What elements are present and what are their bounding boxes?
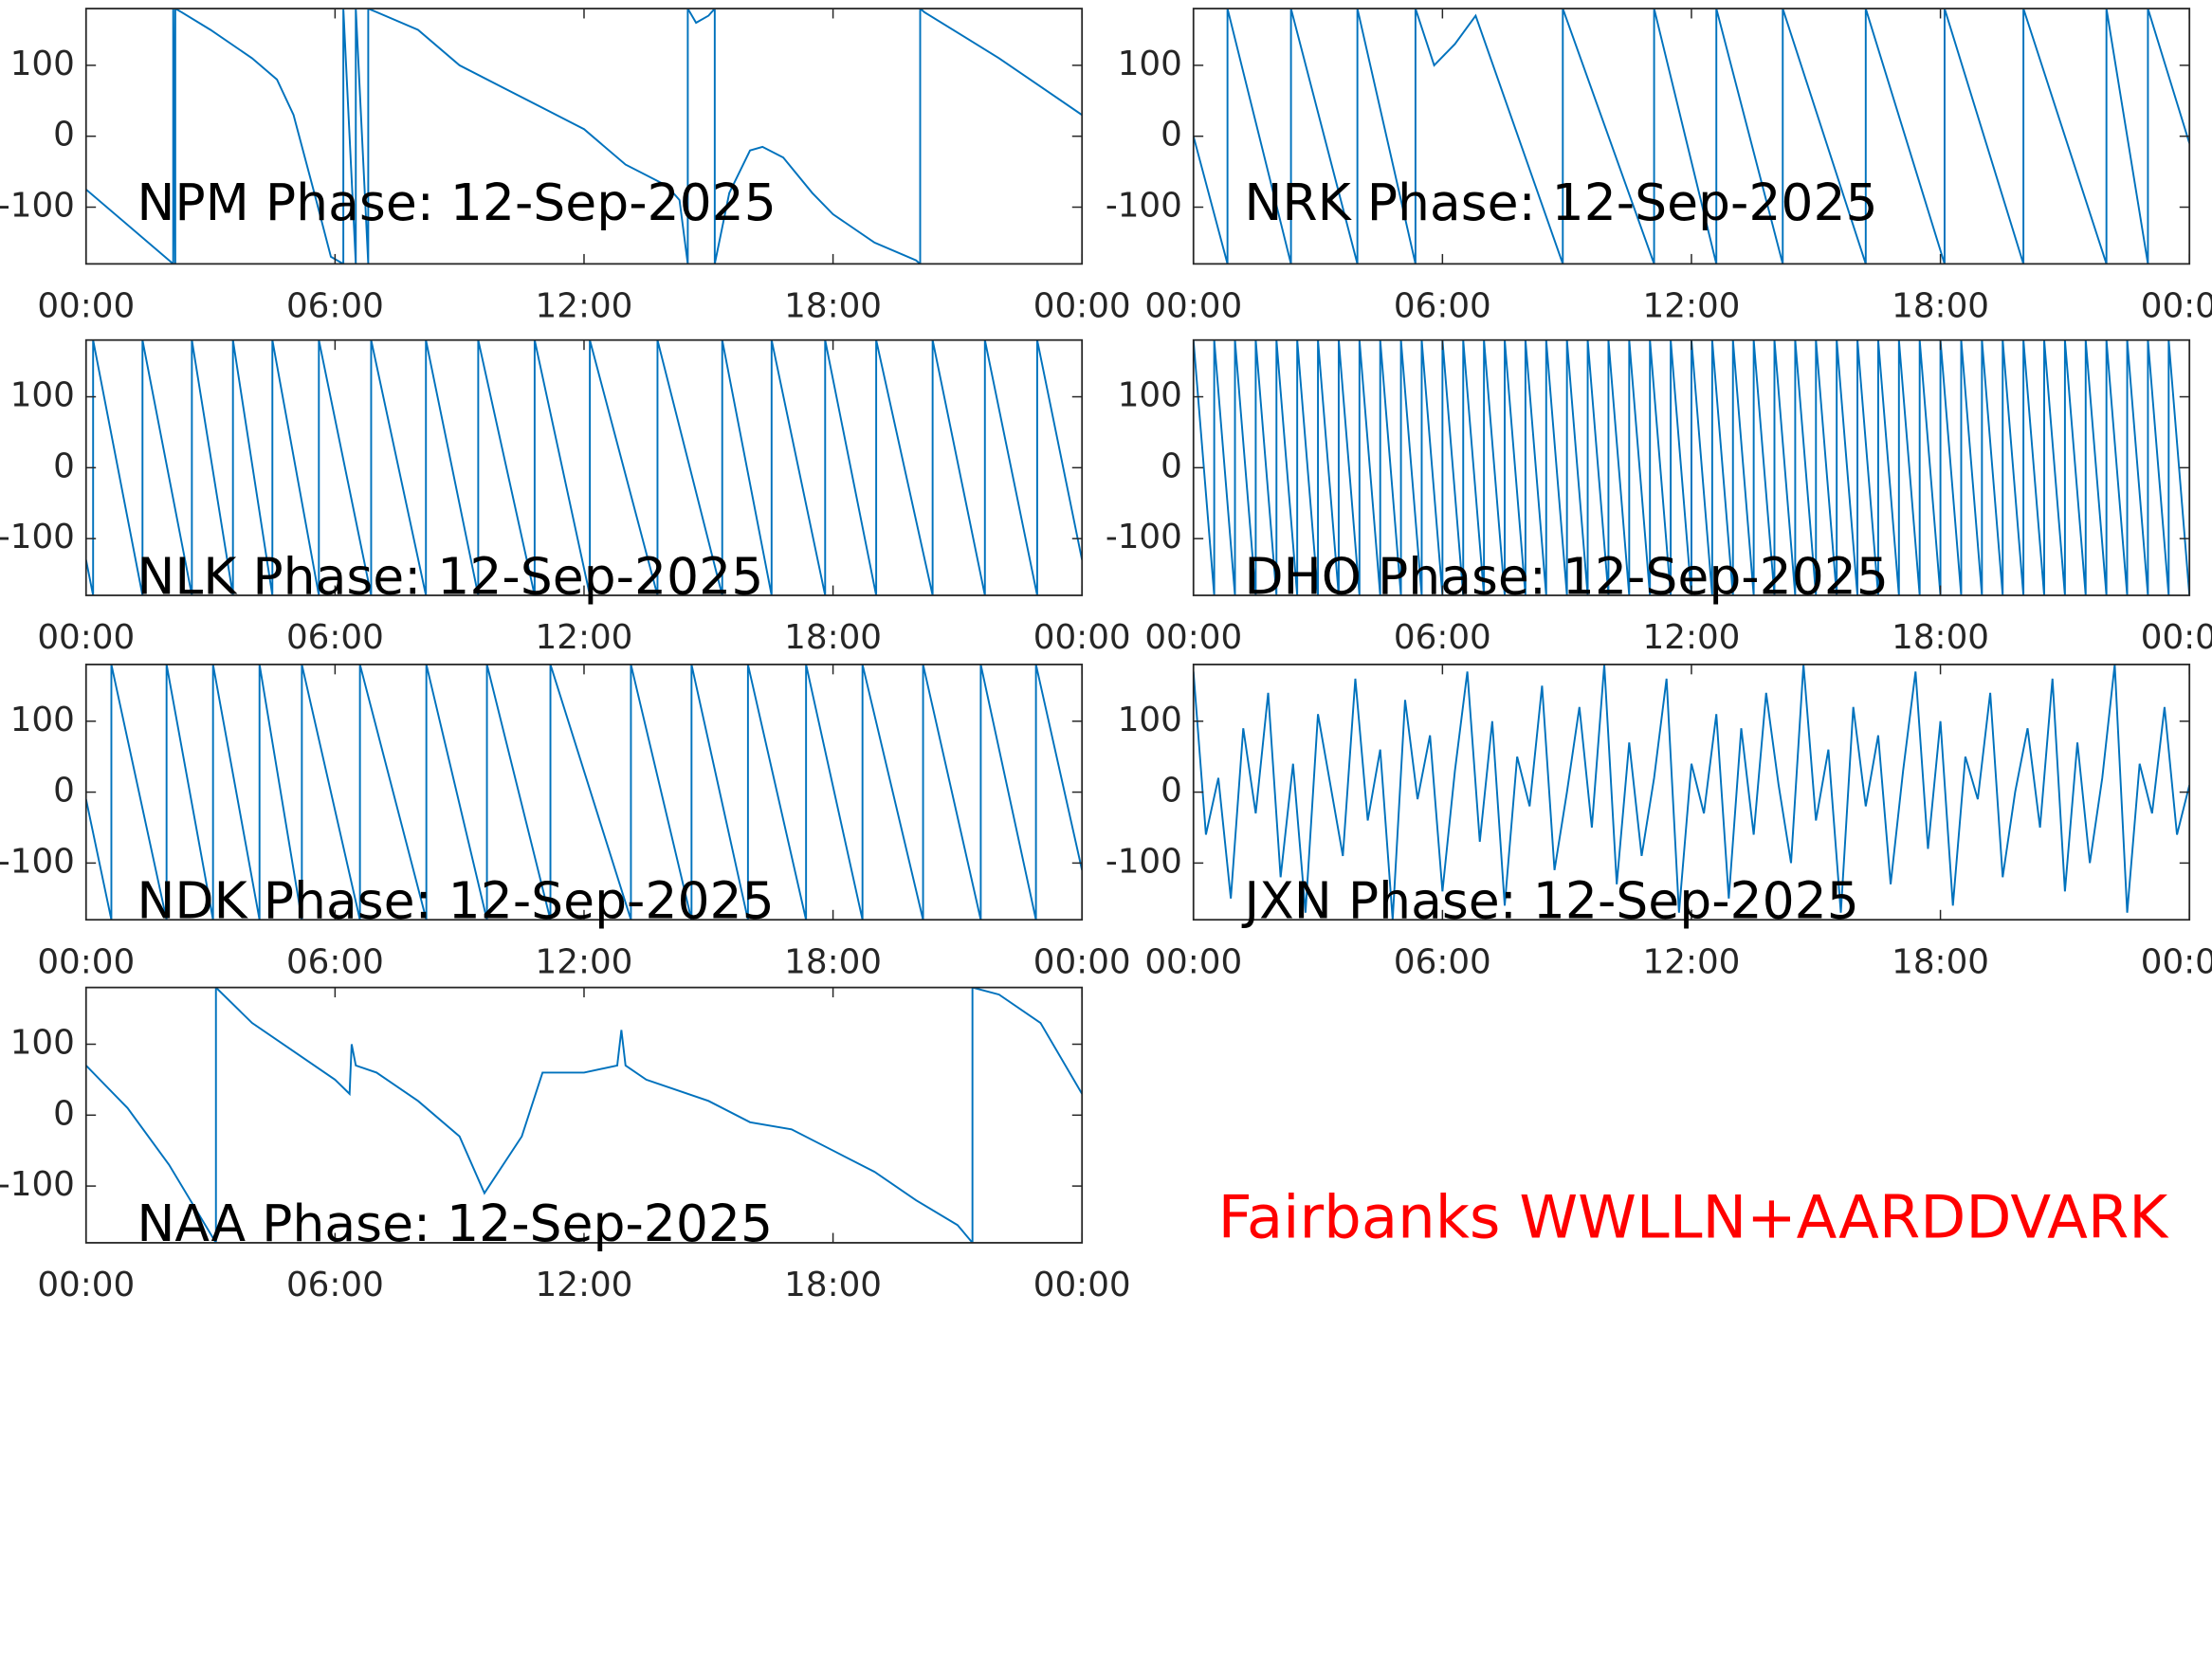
- axes-box: [84, 664, 1084, 921]
- y-tick-label: 100: [1118, 701, 1182, 739]
- y-tick-label: 0: [1161, 772, 1182, 811]
- y-tick-label: -100: [0, 1165, 75, 1204]
- panel-title: NRK Phase: 12-Sep-2025: [1244, 173, 1877, 232]
- x-tick-label: 00:00: [37, 618, 135, 657]
- phase-line: [85, 339, 1083, 596]
- y-tick-label: 100: [10, 701, 75, 739]
- y-tick-label: 100: [1118, 45, 1182, 83]
- x-tick-label: 00:00: [1033, 942, 1131, 981]
- y-tick-label: 0: [1161, 447, 1182, 485]
- x-tick-label: 18:00: [784, 942, 882, 981]
- axes-box: [1192, 664, 2191, 921]
- x-tick-label: 18:00: [784, 1266, 882, 1304]
- panel-title: NDK Phase: 12-Sep-2025: [137, 870, 774, 930]
- x-tick-label: 00:00: [1033, 1266, 1131, 1304]
- axes-box: [84, 986, 1084, 1244]
- x-tick-label: 12:00: [536, 286, 633, 325]
- axes-box: [1192, 8, 2191, 265]
- y-tick-label: 100: [1118, 376, 1182, 415]
- x-tick-label: 06:00: [286, 942, 384, 981]
- x-tick-label: 00:00: [37, 942, 135, 981]
- panel-title: NLK Phase: 12-Sep-2025: [137, 546, 763, 606]
- phase-line: [1193, 339, 2190, 596]
- x-tick-label: 12:00: [536, 618, 633, 657]
- y-tick-label: -100: [0, 187, 75, 226]
- y-tick-label: -100: [1106, 187, 1182, 226]
- y-tick-label: -100: [1106, 518, 1182, 556]
- x-tick-label: 00:00: [1144, 286, 1242, 325]
- x-tick-label: 18:00: [1892, 618, 1989, 657]
- panel-title: NPM Phase: 12-Sep-2025: [137, 173, 777, 232]
- axes-box: [84, 338, 1084, 596]
- x-tick-label: 06:00: [286, 1266, 384, 1304]
- x-tick-label: 06:00: [1394, 618, 1491, 657]
- x-tick-label: 18:00: [784, 286, 882, 325]
- phase-line: [85, 9, 1083, 264]
- y-tick-label: -100: [1106, 842, 1182, 881]
- x-tick-label: 06:00: [1394, 286, 1491, 325]
- y-tick-label: -100: [0, 518, 75, 556]
- x-tick-label: 00:00: [1144, 942, 1242, 981]
- x-tick-label: 00:00: [1033, 286, 1131, 325]
- panel-title: NAA Phase: 12-Sep-2025: [137, 1194, 773, 1253]
- y-tick-label: 0: [53, 447, 75, 485]
- x-tick-label: 18:00: [784, 618, 882, 657]
- y-tick-label: 100: [10, 1023, 75, 1062]
- x-tick-label: 12:00: [536, 942, 633, 981]
- x-tick-label: 00:00: [2141, 942, 2212, 981]
- x-tick-label: 00:00: [2141, 618, 2212, 657]
- y-tick-label: 0: [53, 1094, 75, 1133]
- y-tick-label: 0: [53, 116, 75, 155]
- y-tick-label: 100: [10, 45, 75, 83]
- phase-line: [85, 987, 1083, 1243]
- x-tick-label: 06:00: [286, 618, 384, 657]
- caption: Fairbanks WWLLN+AARDDVARK: [1218, 1183, 2170, 1252]
- x-tick-label: 00:00: [2141, 286, 2212, 325]
- x-tick-label: 12:00: [536, 1266, 633, 1304]
- x-tick-label: 12:00: [1643, 286, 1741, 325]
- x-tick-label: 00:00: [1144, 618, 1242, 657]
- y-tick-label: 100: [10, 376, 75, 415]
- phase-line: [1193, 664, 2190, 921]
- panel: -100 0 100 00:00 06:00 12:00 18:00 00:00 NPM Pha…: [0, 8, 1131, 325]
- y-tick-label: 0: [53, 772, 75, 811]
- x-tick-label: 12:00: [1643, 942, 1741, 981]
- phase-line: [85, 664, 1083, 921]
- panel: -100 0 100 00:00 06:00 12:00 18:00 00:00 NRK Pha…: [1106, 8, 2212, 325]
- x-tick-label: 18:00: [1892, 286, 1989, 325]
- axes-box: [84, 8, 1084, 265]
- x-tick-label: 00:00: [37, 1266, 135, 1304]
- x-tick-label: 06:00: [1394, 942, 1491, 981]
- panel-title: JXN Phase: 12-Sep-2025: [1241, 870, 1858, 930]
- panel: -100 0 100 00:00 06:00 12:00 18:00 00:00 JXN Pha…: [1106, 664, 2212, 981]
- x-tick-label: 00:00: [1033, 618, 1131, 657]
- panel-title: DHO Phase: 12-Sep-2025: [1244, 546, 1889, 606]
- y-tick-label: 0: [1161, 116, 1182, 155]
- x-tick-label: 00:00: [37, 286, 135, 325]
- y-tick-label: -100: [0, 842, 75, 881]
- x-tick-label: 06:00: [286, 286, 384, 325]
- x-tick-label: 18:00: [1892, 942, 1989, 981]
- axes-box: [1192, 338, 2191, 596]
- x-tick-label: 12:00: [1643, 618, 1741, 657]
